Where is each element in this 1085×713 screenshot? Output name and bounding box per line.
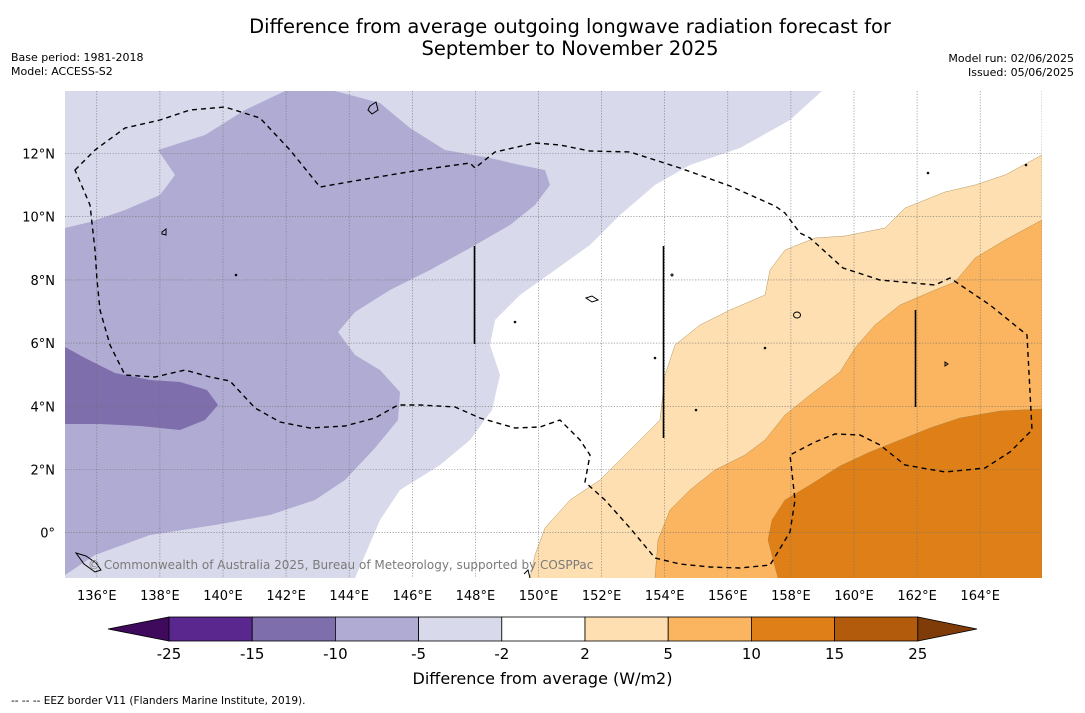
longitude-label: 142°E bbox=[266, 589, 306, 604]
longitude-label: 154°E bbox=[645, 589, 685, 604]
meta-right: Model run: 02/06/2025 Issued: 05/06/2025 bbox=[948, 52, 1074, 80]
anomaly-region-minus-5-to-minus-10 bbox=[65, 91, 550, 575]
islands bbox=[74, 101, 1028, 578]
latitude-label: 0° bbox=[40, 527, 55, 542]
eez-footnote: -- -- -- EEZ border V11 (Flanders Marine… bbox=[11, 695, 306, 707]
gridlines bbox=[65, 91, 1042, 578]
colorbar-extend-high bbox=[917, 616, 978, 642]
longitude-labels: 136°E 138°E 140°E 142°E 144°E 146°E 148°E 150°E… bbox=[77, 589, 1000, 604]
colorbar-extend-low bbox=[107, 616, 170, 642]
title-line-1: Difference from average outgoing longwav… bbox=[249, 15, 891, 38]
longitude-label: 138°E bbox=[140, 589, 180, 604]
model-name: Model: ACCESS-S2 bbox=[11, 65, 113, 78]
longitude-label: 140°E bbox=[203, 589, 243, 604]
title-line-2: September to November 2025 bbox=[421, 37, 719, 60]
longitude-label: 158°E bbox=[771, 589, 811, 604]
longitude-label: 160°E bbox=[834, 589, 874, 604]
colorbar-segment bbox=[334, 616, 419, 642]
colorbar-tick-label: -25 bbox=[157, 645, 182, 663]
meta-left: Base period: 1981-2018 Model: ACCESS-S2 bbox=[11, 51, 143, 79]
colorbar-tick-label: 5 bbox=[663, 645, 673, 663]
colorbar-segment bbox=[251, 616, 336, 642]
latitude-label: 2°N bbox=[31, 464, 56, 479]
colorbar-tick-label: 2 bbox=[580, 645, 590, 663]
model-run: Model run: 02/06/2025 bbox=[948, 52, 1074, 65]
latitude-label: 10°N bbox=[22, 211, 55, 226]
colorbar-tick-label: -10 bbox=[323, 645, 348, 663]
colorbar-segment bbox=[168, 616, 253, 642]
longitude-label: 136°E bbox=[77, 589, 117, 604]
longitude-label: 152°E bbox=[582, 589, 622, 604]
colorbar-segment bbox=[418, 616, 503, 642]
issued-date: Issued: 05/06/2025 bbox=[967, 66, 1074, 79]
colorbar-tick-label: 25 bbox=[908, 645, 927, 663]
boundary-segments bbox=[473, 246, 917, 438]
colorbar-tick-label: 10 bbox=[742, 645, 761, 663]
colorbar-segment bbox=[834, 616, 919, 642]
longitude-label: 156°E bbox=[708, 589, 748, 604]
anomaly-region-minus-10-to-minus-15 bbox=[65, 347, 218, 430]
longitude-label: 144°E bbox=[329, 589, 369, 604]
colorbar-tick-label: -15 bbox=[240, 645, 265, 663]
eez-border-palau bbox=[74, 106, 1033, 569]
colorbar-tick-label: 15 bbox=[825, 645, 844, 663]
contour-lines bbox=[529, 154, 1042, 578]
latitude-label: 4°N bbox=[31, 400, 56, 415]
map-area bbox=[65, 91, 1042, 578]
colorbar-segment bbox=[584, 616, 669, 642]
base-period: Base period: 1981-2018 bbox=[11, 51, 144, 64]
colorbar-tick-label: -2 bbox=[494, 645, 509, 663]
copyright-credit: © Commonwealth of Australia 2025, Bureau… bbox=[88, 558, 594, 572]
latitude-labels: 12°N 10°N 8°N 6°N 4°N 2°N 0° bbox=[22, 148, 55, 542]
latitude-label: 8°N bbox=[31, 274, 56, 289]
colorbar-tick-label: -5 bbox=[411, 645, 426, 663]
longitude-label: 146°E bbox=[393, 589, 433, 604]
latitude-label: 6°N bbox=[31, 337, 56, 352]
anomaly-region-10-to-15 bbox=[768, 409, 1042, 578]
colorbar-segment bbox=[667, 616, 752, 642]
colorbar-segment bbox=[751, 616, 836, 642]
colorbar-title: Difference from average (W/m2) bbox=[412, 669, 673, 688]
longitude-label: 150°E bbox=[519, 589, 559, 604]
latitude-label: 12°N bbox=[22, 148, 55, 163]
colorbar-tick-labels: -25 -15 -10 -5 -2 2 5 10 15 25 bbox=[157, 645, 928, 663]
longitude-label: 162°E bbox=[897, 589, 937, 604]
page-title: Difference from average outgoing longwav… bbox=[0, 16, 1085, 60]
longitude-label: 148°E bbox=[456, 589, 496, 604]
longitude-label: 164°E bbox=[960, 589, 1000, 604]
colorbar-segment bbox=[501, 616, 586, 642]
eez-borders bbox=[74, 106, 1033, 569]
colorbar-segments bbox=[107, 616, 978, 642]
